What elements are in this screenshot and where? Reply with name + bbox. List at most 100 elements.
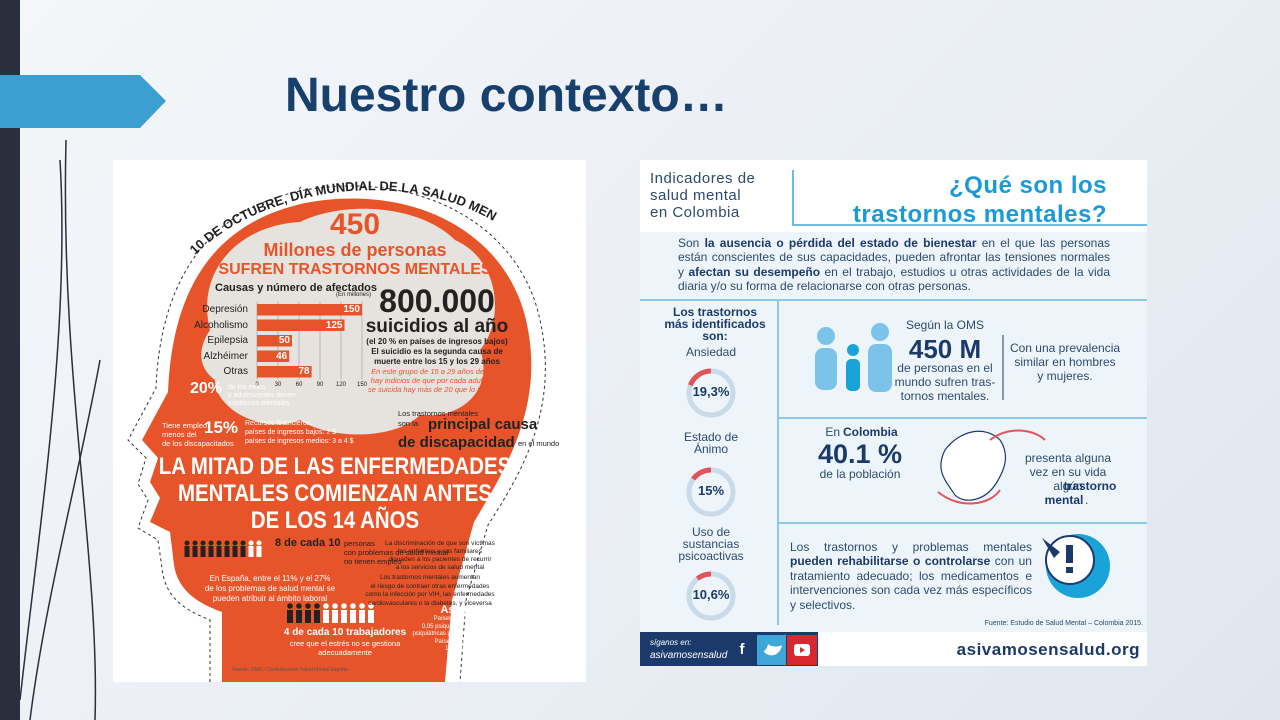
arrow	[989, 429, 1046, 441]
intro-paragraph: Son la ausencia o pérdida del estado de …	[678, 236, 1110, 294]
person-icon	[224, 546, 230, 557]
stat-text: a los servicios de salud mental	[395, 564, 485, 571]
brain	[201, 208, 495, 435]
text: similar en hombres	[1014, 355, 1116, 369]
stat-text: no tienen empleo	[344, 557, 402, 566]
stat-text: de los problemas de salud mental se	[204, 584, 336, 593]
stat-text: de los niños	[228, 384, 266, 391]
person-icon	[359, 603, 365, 609]
person-icon	[208, 540, 214, 546]
bar	[257, 366, 312, 378]
stat-text: y adolescentes tienen	[228, 392, 296, 399]
chart-unit: (En millones)	[336, 292, 372, 298]
disorder-name: Estado de	[683, 430, 739, 444]
headline-number: 450	[329, 208, 381, 241]
donut-arc	[688, 368, 712, 387]
stat-text: pueden atribuir al ámbito laboral	[212, 594, 328, 603]
stat-text: disuaden a los pacientes de recurrir	[388, 556, 492, 563]
footer-text: síganos en:	[650, 638, 692, 647]
header-text: salud mental	[650, 187, 742, 204]
x-tick-label: 0	[255, 381, 259, 388]
person-icon	[208, 546, 214, 557]
stat-text: menos del	[162, 430, 197, 439]
text: Son	[678, 236, 705, 250]
text: con un tratamiento adecuado; los medicam…	[790, 554, 1032, 612]
text: .	[1085, 493, 1089, 507]
disorder-name: Ansiedad	[685, 345, 737, 359]
stat-text: En España, entre el 11% y el 27%	[209, 574, 331, 583]
text: En	[825, 425, 840, 439]
text: en el trabajo, estudios u otras activida…	[678, 264, 1111, 294]
donut-arc	[695, 571, 712, 581]
header-text: en Colombia	[650, 204, 740, 221]
disorder-value: 19,3%	[692, 384, 730, 399]
person-icon	[296, 603, 302, 609]
place: Colombia	[843, 425, 898, 439]
person-icon	[248, 540, 254, 546]
bar	[257, 319, 345, 331]
stat: Asistencia	[440, 604, 496, 616]
person-icon	[332, 603, 338, 609]
stat: 20%	[190, 380, 223, 397]
person-icon	[296, 610, 302, 623]
category-label: Otras	[223, 366, 248, 377]
note: muerte entre los 15 y los 29 años	[374, 357, 500, 366]
person-icon	[200, 546, 206, 557]
disorder-name: Uso de	[691, 525, 731, 539]
text: tornos mentales.	[900, 389, 990, 403]
text: mundo sufren tras-	[894, 375, 996, 389]
note: En este grupo de 15 a 29 años de edad	[371, 367, 503, 376]
family-icon	[815, 323, 892, 392]
stat-text: Tiene empleo	[162, 421, 208, 430]
emphasis: trastorno	[1063, 479, 1117, 493]
person-icon	[184, 540, 190, 546]
stat-text: trastornos mentales	[228, 400, 290, 407]
person-icon	[287, 610, 293, 623]
section-heading: más identificados	[664, 317, 766, 331]
bar	[257, 350, 290, 362]
text: de personas en el	[897, 361, 993, 375]
x-tick-label: 90	[316, 381, 324, 388]
person-icon	[323, 603, 329, 609]
infographic-title: ¿Qué son los	[948, 172, 1107, 199]
person-icon	[216, 546, 222, 557]
emphasis: mental	[1044, 493, 1084, 507]
note: hay indicios de que por cada adulto que	[370, 376, 504, 385]
stat-text: como la infección por VIH, las enfermeda…	[365, 591, 495, 598]
emphasis: afectan su desempeño	[688, 264, 821, 279]
stat-text: cardiovasculares o la diabetes, y viceve…	[368, 599, 492, 607]
stat: de discapacidad	[398, 434, 515, 451]
text: en el que las personas están conscientes…	[678, 236, 1111, 279]
person-icon	[350, 603, 356, 609]
person-icon	[314, 610, 320, 623]
text: Los trastornos y problemas mentales	[790, 540, 1032, 554]
arrow	[937, 489, 1001, 505]
text: y mujeres.	[1037, 369, 1093, 383]
note: El suicidio es la segunda causa de	[371, 347, 503, 356]
treatment-paragraph: Los trastornos y problemas mentales pued…	[790, 540, 1032, 612]
side-strip	[0, 0, 20, 720]
facebook-button[interactable]	[728, 635, 756, 665]
note: (el 20 % en países de ingresos bajos)	[366, 337, 508, 346]
category-label: Alzhéimer	[203, 350, 248, 362]
stat-text: de los discapacitados	[162, 439, 234, 448]
person-icon	[256, 540, 262, 546]
bar	[257, 335, 292, 347]
x-tick-label: 150	[356, 381, 368, 388]
youtube-play	[800, 647, 805, 653]
person-icon	[287, 603, 293, 609]
stat-text: el riesgo de contraer otras enfermedades	[370, 582, 490, 590]
stat-text: países de ingresos bajos: 2 $	[245, 429, 337, 436]
person-icon	[232, 546, 238, 557]
person-icon	[305, 610, 311, 623]
header-text: Indicadores de	[650, 170, 756, 187]
section-heading: son:	[702, 329, 728, 343]
title-arrow	[0, 75, 166, 128]
stat-text: son la	[398, 419, 419, 428]
value-label: 50	[278, 335, 290, 346]
person-icon	[341, 603, 347, 609]
person-icon	[368, 603, 374, 609]
emphasis: la ausencia o pérdida del estado de bien…	[704, 236, 977, 250]
person-icon	[350, 610, 356, 623]
category-label: Epilepsia	[207, 335, 248, 346]
